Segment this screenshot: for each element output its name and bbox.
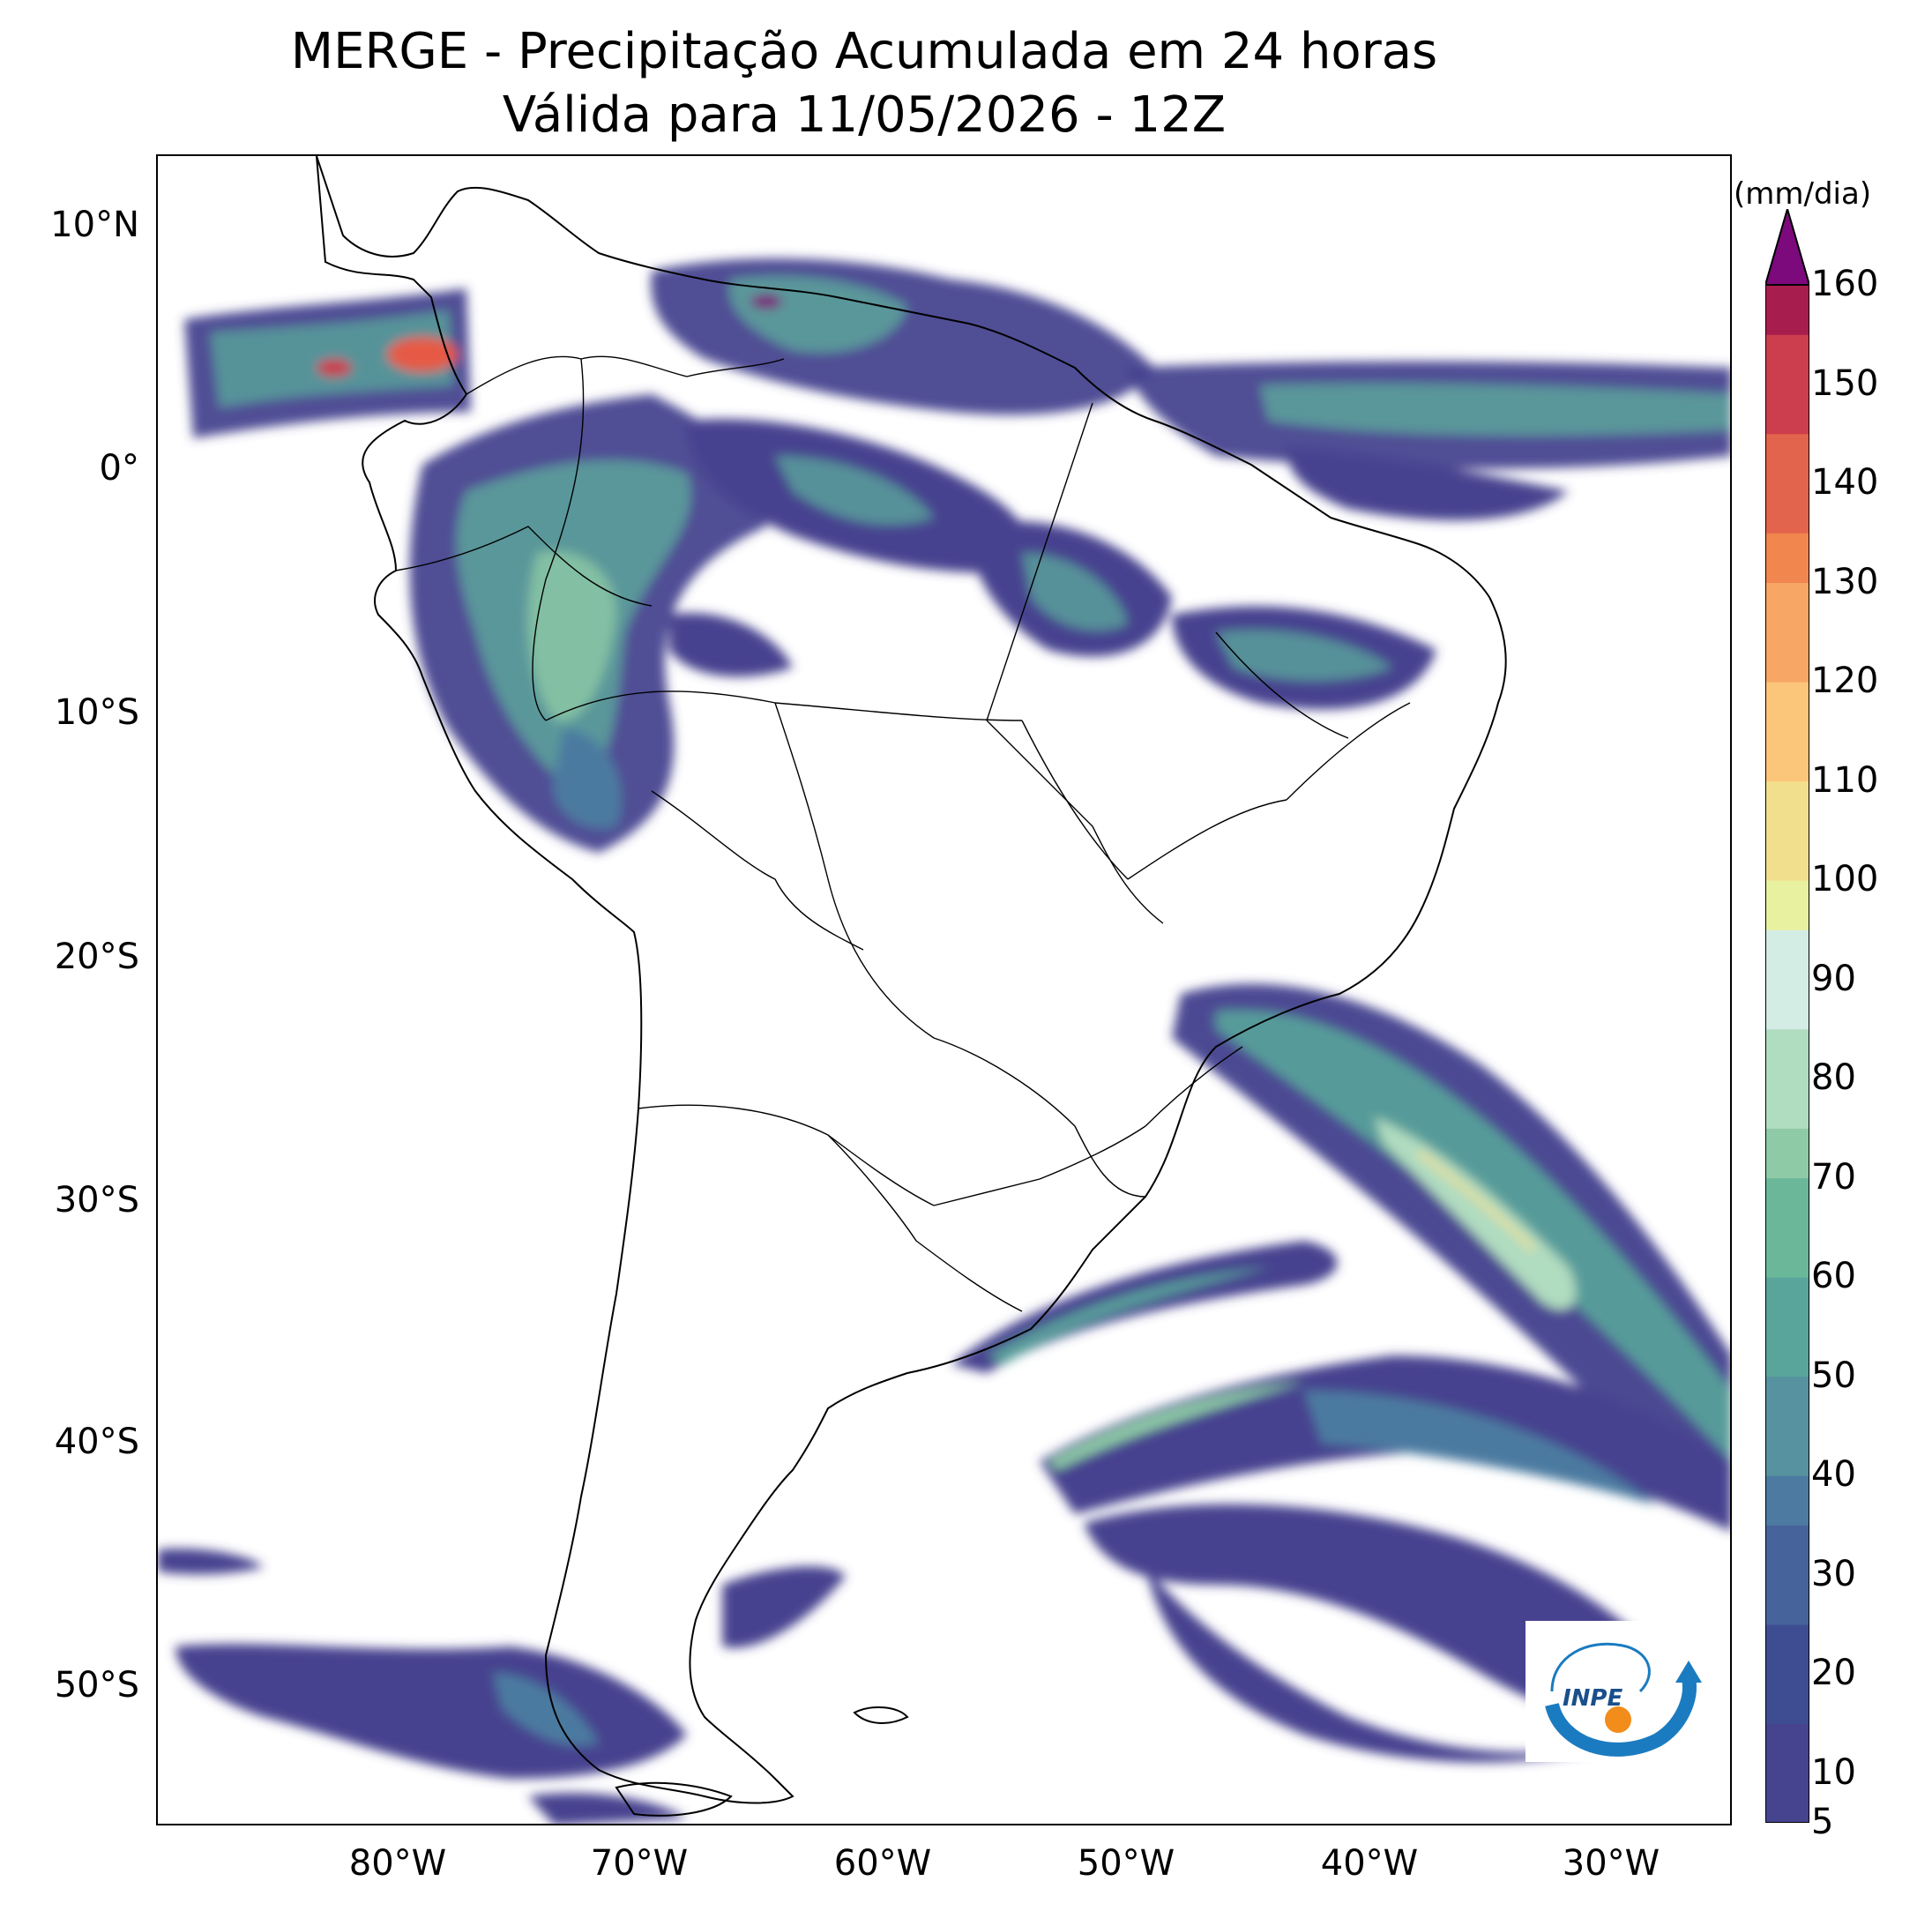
precipitation-layer — [158, 258, 1730, 1824]
colorbar-segment — [1765, 731, 1809, 782]
colorbar-tick-label: 160 — [1811, 264, 1879, 304]
colorbar-tick-label: 70 — [1811, 1156, 1856, 1198]
colorbar-segment — [1765, 1773, 1809, 1823]
colorbar-segment — [1765, 1326, 1809, 1377]
colorbar-segments — [1765, 285, 1809, 1823]
colorbar-segment — [1765, 533, 1809, 584]
lon-tick-label: 30°W — [1562, 1843, 1660, 1884]
colorbar-segment — [1765, 285, 1809, 335]
precipitation-map — [158, 156, 1730, 1824]
colorbar-segment — [1765, 929, 1809, 981]
colorbar-segment — [1765, 1277, 1809, 1327]
colorbar-segment — [1765, 433, 1809, 484]
coastline-layer — [316, 156, 1507, 1817]
map-panel[interactable] — [156, 154, 1732, 1825]
colorbar — [1765, 209, 1809, 1823]
lat-tick-label: 40°S — [54, 1422, 139, 1462]
colorbar-extend-arrow — [1765, 209, 1809, 286]
colorbar-tick-label: 100 — [1811, 859, 1879, 900]
colorbar-segment — [1765, 1079, 1809, 1129]
colorbar-segment — [1765, 582, 1809, 633]
colorbar-segment — [1765, 1227, 1809, 1278]
colorbar-tick-label: 140 — [1811, 462, 1879, 504]
colorbar-segment — [1765, 830, 1809, 881]
colorbar-segment — [1765, 1177, 1809, 1228]
map-subtitle: Válida para 11/05/2026 - 12Z — [502, 86, 1227, 144]
colorbar-segment — [1765, 1574, 1809, 1625]
logo-text: INPE — [1563, 1685, 1622, 1712]
border-layer — [395, 355, 1411, 1312]
colorbar-segment — [1765, 384, 1809, 435]
lon-tick-label: 50°W — [1077, 1843, 1175, 1884]
colorbar-segment — [1765, 979, 1809, 1030]
colorbar-tick-label: 110 — [1811, 759, 1879, 801]
lat-tick-label: 20°S — [54, 937, 139, 977]
colorbar-segment — [1765, 1028, 1809, 1079]
inpe-logo: INPE — [1525, 1621, 1719, 1762]
colorbar-segment — [1765, 1475, 1809, 1526]
colorbar-tick-label: 130 — [1811, 561, 1879, 602]
colorbar-frame — [1765, 284, 1809, 1823]
colorbar-tick-label: 5 — [1811, 1802, 1834, 1842]
lat-tick-label: 30°S — [54, 1180, 139, 1221]
lon-tick-label: 40°W — [1320, 1843, 1419, 1884]
lat-tick-label: 0° — [99, 448, 139, 489]
colorbar-segment — [1765, 631, 1809, 683]
colorbar-tick-label: 20 — [1811, 1653, 1856, 1694]
colorbar-tick-label: 60 — [1811, 1256, 1856, 1297]
colorbar-tick-label: 30 — [1811, 1553, 1856, 1594]
lon-tick-label: 80°W — [348, 1843, 447, 1884]
colorbar-tick-label: 40 — [1811, 1454, 1856, 1496]
lat-tick-label: 10°S — [54, 692, 139, 733]
colorbar-tick-label: 150 — [1811, 362, 1879, 404]
colorbar-segment — [1765, 1128, 1809, 1179]
colorbar-segment — [1765, 1376, 1809, 1427]
colorbar-tick-label: 10 — [1811, 1751, 1856, 1793]
lon-tick-label: 60°W — [833, 1843, 932, 1884]
colorbar-segment — [1765, 1723, 1809, 1774]
lon-tick-label: 70°W — [590, 1843, 689, 1884]
colorbar-tick-label: 90 — [1811, 958, 1856, 999]
lat-tick-label: 10°N — [50, 205, 139, 245]
colorbar-segment — [1765, 334, 1809, 385]
colorbar-segment — [1765, 682, 1809, 732]
colorbar-unit: (mm/dia) — [1734, 176, 1872, 212]
lat-tick-label: 50°S — [54, 1665, 139, 1706]
colorbar-segment — [1765, 483, 1809, 534]
colorbar-tick-label: 80 — [1811, 1057, 1856, 1099]
colorbar-segment — [1765, 1425, 1809, 1476]
colorbar-segment — [1765, 1624, 1809, 1675]
colorbar-segment — [1765, 780, 1809, 832]
colorbar-segment — [1765, 1525, 1809, 1576]
colorbar-tick-label: 120 — [1811, 661, 1879, 702]
colorbar-segment — [1765, 1674, 1809, 1724]
map-title: MERGE - Precipitação Acumulada em 24 hor… — [290, 23, 1438, 80]
colorbar-tick-label: 50 — [1811, 1355, 1856, 1396]
colorbar-segment — [1765, 880, 1809, 930]
